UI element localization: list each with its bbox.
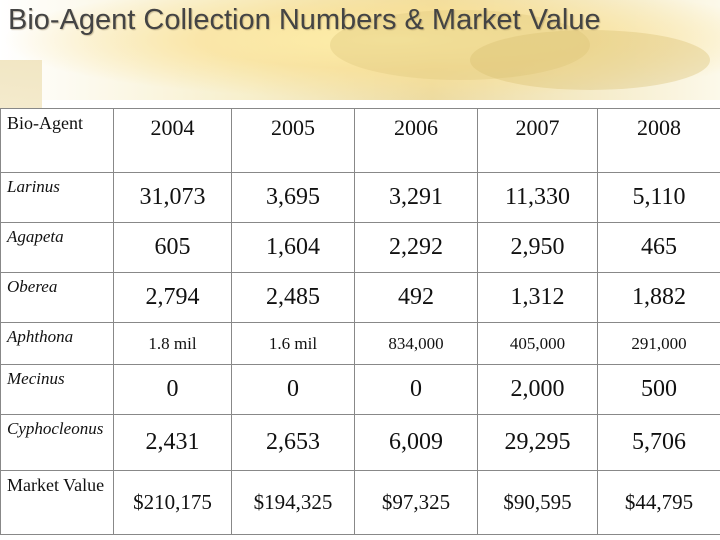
table-cell: 834,000 <box>354 322 478 365</box>
table-cell: 465 <box>597 222 720 273</box>
year-header: 2008 <box>597 108 720 173</box>
table-row: Oberea 2,794 2,485 492 1,312 1,882 <box>0 272 720 323</box>
table-cell: 2,794 <box>113 272 232 323</box>
table-row: Agapeta 605 1,604 2,292 2,950 465 <box>0 222 720 273</box>
year-header: 2004 <box>113 108 232 173</box>
table-cell: 5,706 <box>597 414 720 471</box>
table-cell: 2,000 <box>477 364 598 415</box>
table-cell: $90,595 <box>477 470 598 535</box>
collection-table: Bio-Agent 2004 2005 2006 2007 2008 Larin… <box>0 108 720 535</box>
table-cell: 1,604 <box>231 222 355 273</box>
table-row: Aphthona 1.8 mil 1.6 mil 834,000 405,000… <box>0 322 720 365</box>
table-cell: 5,110 <box>597 172 720 223</box>
table-cell: $97,325 <box>354 470 478 535</box>
table-cell: 1,882 <box>597 272 720 323</box>
decorative-swash <box>470 30 710 90</box>
table-cell: 1,312 <box>477 272 598 323</box>
row-label: Agapeta <box>0 222 114 273</box>
header-label: Bio-Agent <box>0 108 114 173</box>
slide-title: Bio-Agent Collection Numbers & Market Va… <box>8 4 601 36</box>
table-cell: 29,295 <box>477 414 598 471</box>
table-cell: 1.6 mil <box>231 322 355 365</box>
table-cell: $44,795 <box>597 470 720 535</box>
year-header: 2007 <box>477 108 598 173</box>
table-row: Mecinus 0 0 0 2,000 500 <box>0 364 720 415</box>
row-label: Aphthona <box>0 322 114 365</box>
table-cell: 2,950 <box>477 222 598 273</box>
year-header: 2006 <box>354 108 478 173</box>
row-label: Market Value <box>0 470 114 535</box>
table-cell: 605 <box>113 222 232 273</box>
table-cell: 2,431 <box>113 414 232 471</box>
row-label: Cyphocleonus <box>0 414 114 471</box>
table-cell: $194,325 <box>231 470 355 535</box>
table-cell: 6,009 <box>354 414 478 471</box>
row-label: Larinus <box>0 172 114 223</box>
table-cell: 0 <box>354 364 478 415</box>
table-cell: 500 <box>597 364 720 415</box>
table-cell: 3,291 <box>354 172 478 223</box>
table-cell: 11,330 <box>477 172 598 223</box>
table-cell: 0 <box>231 364 355 415</box>
decorative-swash <box>330 10 590 80</box>
year-header: 2005 <box>231 108 355 173</box>
table-row: Market Value $210,175 $194,325 $97,325 $… <box>0 470 720 535</box>
row-label: Oberea <box>0 272 114 323</box>
table-row: Larinus 31,073 3,695 3,291 11,330 5,110 <box>0 172 720 223</box>
table-cell: 2,653 <box>231 414 355 471</box>
table-row: Cyphocleonus 2,431 2,653 6,009 29,295 5,… <box>0 414 720 471</box>
table-cell: 1.8 mil <box>113 322 232 365</box>
table-cell: 291,000 <box>597 322 720 365</box>
table-cell: 31,073 <box>113 172 232 223</box>
table-cell: 2,485 <box>231 272 355 323</box>
title-background <box>0 0 720 100</box>
table-cell: 2,292 <box>354 222 478 273</box>
table-cell: 0 <box>113 364 232 415</box>
table-cell: $210,175 <box>113 470 232 535</box>
row-label: Mecinus <box>0 364 114 415</box>
table-cell: 405,000 <box>477 322 598 365</box>
table-cell: 492 <box>354 272 478 323</box>
header-row: Bio-Agent 2004 2005 2006 2007 2008 <box>0 108 720 173</box>
table-cell: 3,695 <box>231 172 355 223</box>
